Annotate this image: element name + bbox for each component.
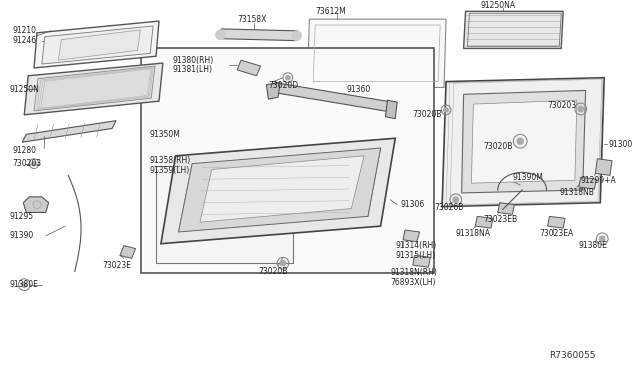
Text: 73020B: 73020B — [483, 142, 513, 151]
Text: 91300: 91300 — [608, 140, 632, 148]
Circle shape — [453, 197, 458, 202]
Text: 91380E: 91380E — [10, 280, 38, 289]
Polygon shape — [237, 60, 260, 76]
Text: 73023E: 73023E — [102, 261, 131, 270]
Text: 91314(RH): 91314(RH) — [396, 241, 436, 250]
Text: 73020B: 73020B — [413, 110, 442, 119]
Polygon shape — [161, 138, 396, 244]
Polygon shape — [442, 78, 604, 206]
Polygon shape — [58, 30, 140, 60]
Text: 91380E: 91380E — [579, 241, 607, 250]
Text: R7360055: R7360055 — [550, 352, 596, 360]
Text: 91280: 91280 — [13, 147, 36, 155]
Polygon shape — [472, 100, 577, 183]
Text: 91358(RH): 91358(RH) — [149, 156, 191, 165]
Text: 91360: 91360 — [346, 85, 371, 94]
Text: 73023EB: 73023EB — [483, 215, 517, 224]
Polygon shape — [463, 11, 563, 48]
Text: 91295: 91295 — [10, 212, 34, 221]
Text: 91318N(RH): 91318N(RH) — [390, 269, 437, 278]
Circle shape — [32, 161, 36, 166]
Circle shape — [216, 30, 225, 40]
Text: 91250NA: 91250NA — [480, 1, 515, 10]
Polygon shape — [266, 83, 280, 99]
Polygon shape — [461, 90, 586, 193]
Polygon shape — [579, 177, 596, 189]
Text: 91299+A: 91299+A — [580, 176, 616, 185]
Circle shape — [444, 108, 448, 112]
Text: 91315(LH): 91315(LH) — [396, 251, 435, 260]
Polygon shape — [179, 148, 381, 232]
Text: 76893X(LH): 76893X(LH) — [390, 278, 436, 287]
Polygon shape — [23, 197, 49, 212]
Text: 91380(RH): 91380(RH) — [173, 56, 214, 65]
Polygon shape — [273, 83, 392, 112]
Polygon shape — [120, 246, 136, 258]
Text: 91390: 91390 — [10, 231, 34, 240]
Circle shape — [22, 282, 27, 287]
Polygon shape — [385, 100, 397, 119]
Text: 91306: 91306 — [400, 200, 424, 209]
Polygon shape — [24, 63, 163, 115]
Text: 73020D: 73020D — [268, 81, 298, 90]
Polygon shape — [220, 29, 298, 41]
Text: 73612M: 73612M — [315, 7, 346, 16]
Circle shape — [285, 76, 290, 80]
Circle shape — [292, 31, 301, 41]
Text: 73020B: 73020B — [259, 266, 288, 276]
Polygon shape — [307, 19, 446, 87]
Text: 91359(LH): 91359(LH) — [149, 166, 189, 175]
Text: 73026B: 73026B — [435, 203, 463, 212]
Text: 91381(LH): 91381(LH) — [173, 65, 212, 74]
Text: 73023EA: 73023EA — [540, 230, 574, 238]
Polygon shape — [413, 256, 430, 267]
Polygon shape — [22, 121, 116, 142]
Circle shape — [517, 138, 524, 144]
Bar — [156, 166, 292, 263]
Text: 91210: 91210 — [13, 26, 36, 35]
Polygon shape — [42, 26, 153, 64]
Text: 91318NB: 91318NB — [559, 189, 594, 198]
Polygon shape — [476, 217, 493, 228]
Polygon shape — [200, 156, 364, 222]
Polygon shape — [498, 203, 515, 214]
Polygon shape — [403, 230, 420, 242]
Text: 73158X: 73158X — [237, 15, 266, 24]
Text: 91250N: 91250N — [10, 85, 40, 94]
Text: 91318NA: 91318NA — [456, 230, 491, 238]
Polygon shape — [34, 21, 159, 68]
Circle shape — [280, 260, 285, 266]
Text: 91350M: 91350M — [149, 130, 180, 139]
Polygon shape — [595, 159, 612, 175]
Bar — [141, 48, 435, 273]
Text: 91246: 91246 — [13, 36, 36, 45]
Text: 730203: 730203 — [13, 159, 42, 168]
Text: 91390M: 91390M — [513, 173, 543, 182]
Circle shape — [578, 106, 584, 112]
Polygon shape — [34, 66, 155, 111]
Circle shape — [600, 236, 605, 241]
Polygon shape — [548, 217, 565, 228]
Text: 730203: 730203 — [548, 100, 577, 110]
